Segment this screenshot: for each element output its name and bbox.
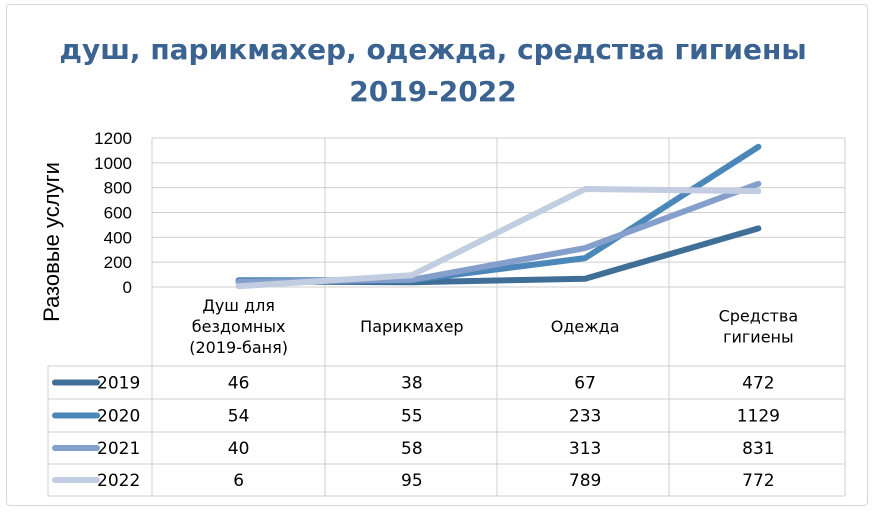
series-name-2019: 2019 <box>97 374 140 394</box>
chart-frame <box>6 4 868 506</box>
y-tick-label: 1000 <box>94 154 132 173</box>
series-line-2022 <box>235 186 762 290</box>
table-cell-value: 1129 <box>737 407 780 427</box>
table-cell-value: 54 <box>228 407 250 427</box>
table-cell-value: 95 <box>401 471 423 491</box>
series-name-2021: 2021 <box>97 439 140 459</box>
table-cell-value: 46 <box>228 374 250 394</box>
category-label-line: Душ для <box>202 296 275 315</box>
y-tick-label: 800 <box>104 179 132 198</box>
table-cell-value: 6 <box>233 471 244 491</box>
table-cell-value: 40 <box>228 439 250 459</box>
series-line-2019 <box>235 225 762 286</box>
category-label: Душ для бездомных (2019-баня) <box>189 296 288 357</box>
y-tick-label: 1200 <box>94 129 132 148</box>
category-label-line: бездомных <box>192 317 286 336</box>
table-cell-value: 472 <box>742 374 774 394</box>
category-label: Парикмахер <box>360 317 463 336</box>
chart-title-line-2: 2019-2022 <box>349 75 516 108</box>
series-name-2020: 2020 <box>97 407 140 427</box>
table-cell-value: 58 <box>401 439 423 459</box>
table-cell-value: 789 <box>569 471 601 491</box>
y-tick-label: 200 <box>104 253 132 272</box>
table-cell-value: 233 <box>569 407 601 427</box>
table-cell-value: 38 <box>401 374 423 394</box>
y-tick-label: 400 <box>104 228 132 247</box>
category-label-line: (2019-баня) <box>189 338 288 357</box>
category-label-line: Средства <box>719 307 799 326</box>
category-label: Средства гигиены <box>719 307 799 347</box>
y-tick-label: 600 <box>104 204 132 223</box>
category-label-line: гигиены <box>723 328 794 347</box>
series-name-2022: 2022 <box>97 471 140 491</box>
category-label-line: Одежда <box>551 317 620 336</box>
table-cell-value: 772 <box>742 471 774 491</box>
table-cell-value: 831 <box>742 439 774 459</box>
category-label: Одежда <box>551 317 620 336</box>
y-axis-label: Разовые услуги <box>39 162 64 322</box>
chart-title-line-1: душ, парикмахер, одежда, средства гигиен… <box>59 33 806 66</box>
y-tick-label: 0 <box>123 278 132 297</box>
table-cell-value: 313 <box>569 439 601 459</box>
category-label-line: Парикмахер <box>360 317 463 336</box>
y-axis-ticks: 0 200 400 600 800 1000 1200 <box>94 129 132 297</box>
data-table: Душ для бездомных (2019-баня) Парикмахер Оде… <box>47 138 846 497</box>
table-cell-value: 55 <box>401 407 423 427</box>
table-cell-value: 67 <box>574 374 596 394</box>
series-lines <box>235 143 762 290</box>
